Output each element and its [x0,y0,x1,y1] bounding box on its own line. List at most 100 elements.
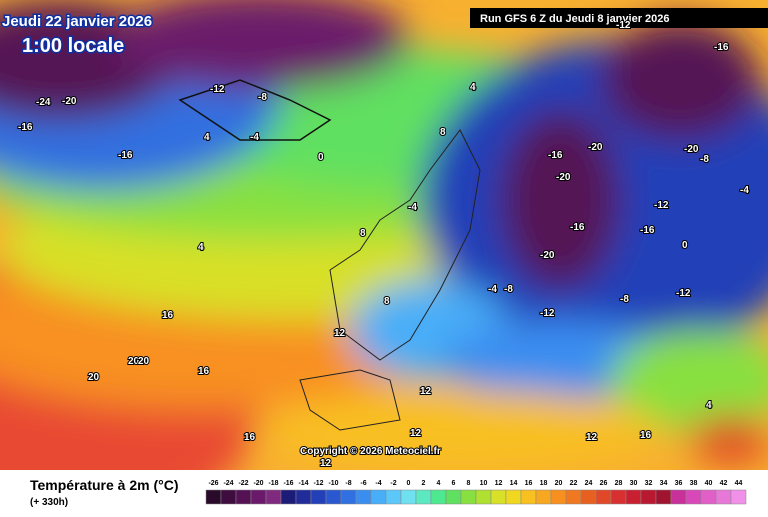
scale-label: 30 [630,480,638,487]
date: Jeudi 22 janvier 2026 [2,13,152,30]
scale-swatch [385,489,402,505]
legend-title: Température à 2m (°C) [30,477,179,493]
scale-label: 0 [407,480,411,487]
scale-swatch [325,489,342,505]
scale-label: -24 [223,480,233,487]
map-label: -4 [740,185,749,196]
map-label: -20 [588,142,603,153]
map-label: 8 [440,127,446,138]
scale-label: -6 [360,480,366,487]
map-label: 4 [198,242,204,253]
scale-swatch [565,489,582,505]
scale-label: -18 [268,480,278,487]
map-label: -16 [640,225,655,236]
scale-swatch [430,489,447,505]
scale-label: -10 [328,480,338,487]
map-label: 4 [706,400,712,411]
map-label: 8 [360,228,366,239]
map-label: 20 [138,356,150,367]
map-label: -12 [210,84,225,95]
scale-swatch [475,489,492,505]
map-label: -20 [540,250,555,261]
scale-swatch [490,489,507,505]
scale-swatch [730,489,747,505]
scale-swatch [535,489,552,505]
map-label: -4 [488,284,497,295]
map-label: 12 [410,428,422,439]
map-label: -12 [540,308,555,319]
scale-swatch [205,489,222,505]
map-label: -12 [616,20,631,31]
scale-swatch [280,489,297,505]
map-label: -16 [18,122,33,133]
scale-swatch [265,489,282,505]
scale-label: 42 [720,480,728,487]
scale-label: 10 [480,480,488,487]
scale-label: 12 [495,480,503,487]
map-label: -16 [570,222,585,233]
scale-swatch [595,489,612,505]
scale-label: -8 [345,480,351,487]
map-label: -4 [250,132,259,143]
scale-label: 18 [540,480,548,487]
map-label: 12 [420,386,432,397]
map-label: 12 [586,432,598,443]
map-label: -16 [714,42,729,53]
map-label: -24 [36,97,51,108]
scale-label: 24 [585,480,593,487]
scale-swatch [610,489,627,505]
map-label: -8 [258,92,267,103]
scale-swatch [640,489,657,505]
scale-swatch [715,489,732,505]
map-label: 20 [88,372,100,383]
map-label: 16 [162,310,174,321]
map-label: -12 [654,200,669,211]
map-label: -16 [548,150,563,161]
map-label: 8 [384,296,390,307]
time: 1:00 locale [22,35,124,57]
scale-swatch [460,489,477,505]
scale-swatch [655,489,672,505]
scale-label: 14 [510,480,518,487]
map-label: 12 [320,458,332,469]
scale-label: -14 [298,480,308,487]
scale-swatch [670,489,687,505]
map-label: -4 [408,202,417,213]
scale-label: 20 [555,480,563,487]
scale-label: 26 [600,480,608,487]
run-info: Run GFS 6 Z du Jeudi 8 janvier 2026 [480,13,670,25]
scale-label: -2 [390,480,396,487]
lead-time: (+ 330h) [30,497,68,508]
scale-label: 40 [705,480,713,487]
map-label: -12 [676,288,691,299]
scale-label: -12 [313,480,323,487]
scale-label: 16 [525,480,533,487]
map-label: -20 [556,172,571,183]
scale-swatch [520,489,537,505]
map-label: -20 [62,96,77,107]
scale-label: 4 [437,480,441,487]
scale-label: 2 [422,480,426,487]
scale-swatch [400,489,417,505]
scale-label: 8 [467,480,471,487]
scale-swatch [625,489,642,505]
scale-swatch [295,489,312,505]
scale-label: 22 [570,480,578,487]
map-label: 16 [244,432,256,443]
scale-swatch [355,489,372,505]
scale-label: -26 [208,480,218,487]
scale-swatch [580,489,597,505]
map-label: 4 [470,82,476,93]
scale-swatch [340,489,357,505]
scale-label: 32 [645,480,653,487]
scale-label: 6 [452,480,456,487]
scale-label: 28 [615,480,623,487]
scale-label: 34 [660,480,668,487]
scale-swatch [550,489,567,505]
scale-swatch [235,489,252,505]
scale-swatch [685,489,702,505]
scale-label: -22 [238,480,248,487]
